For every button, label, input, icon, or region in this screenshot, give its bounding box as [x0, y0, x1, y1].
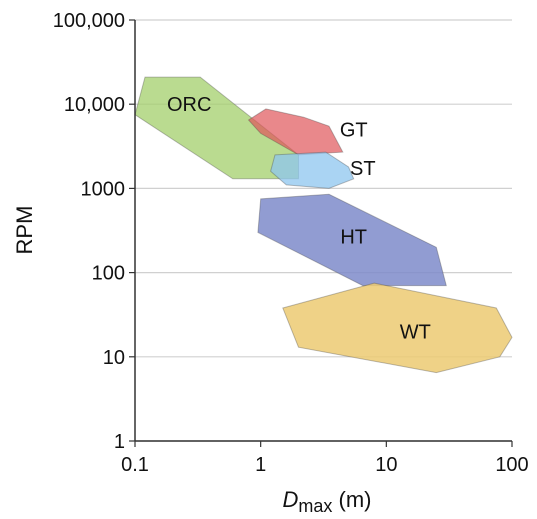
x-axis-title-subscript: max	[298, 496, 332, 516]
x-tick-label: 1	[255, 454, 266, 476]
x-tick-label: 10	[375, 454, 397, 476]
y-axis-title: RPM	[12, 206, 37, 255]
x-tick-label: 0.1	[121, 454, 149, 476]
region-label-ht: HT	[340, 226, 367, 248]
regions	[134, 76, 513, 374]
region-labels: ORC GT ST HT WT	[167, 94, 431, 343]
x-axis-title-main: D	[282, 487, 298, 512]
y-tick-label: 100	[92, 263, 125, 285]
y-tick-label: 1000	[81, 178, 126, 200]
axes	[134, 20, 512, 442]
region-label-wt: WT	[400, 321, 431, 343]
region-label-gt: GT	[340, 120, 368, 142]
y-tick-label: 100,000	[53, 10, 125, 32]
region-label-orc: ORC	[167, 94, 211, 116]
region-gt	[247, 108, 344, 156]
region-wt	[282, 282, 513, 374]
x-tick-label: 100	[495, 454, 528, 476]
region-ht	[257, 193, 447, 287]
y-tick-label: 1	[114, 431, 125, 453]
x-axis-title-unit-text: (m)	[339, 487, 372, 512]
region-st	[270, 151, 355, 189]
y-tick-label: 10	[103, 347, 125, 369]
x-axis-title: Dmax (m)	[282, 487, 371, 516]
region-label-st: ST	[350, 158, 376, 180]
y-tick-label: 10,000	[64, 94, 125, 116]
